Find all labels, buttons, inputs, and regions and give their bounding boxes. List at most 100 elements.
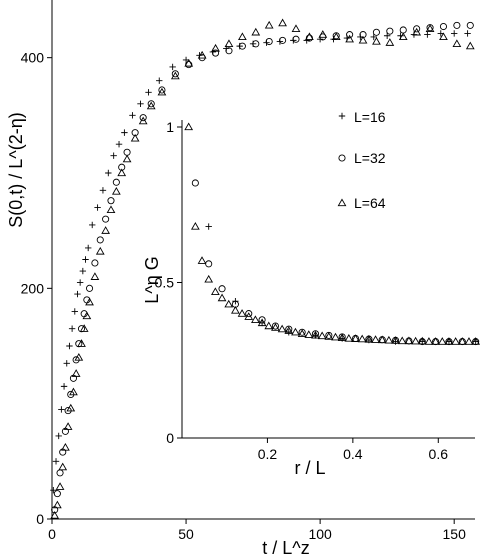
main-point-l32 xyxy=(158,86,166,94)
main-point-l64 xyxy=(412,27,422,36)
main-point-l16 xyxy=(52,458,60,465)
main-point-l32 xyxy=(252,40,260,48)
inset-point-l32 xyxy=(298,328,306,336)
legend-marker-triangle xyxy=(337,198,347,207)
inset-point-l32 xyxy=(205,260,213,268)
main-point-l16 xyxy=(50,486,57,494)
inset-point-l32 xyxy=(258,316,266,324)
main-point-l32 xyxy=(147,100,155,108)
main-point-l64 xyxy=(63,422,73,430)
main-point-l32 xyxy=(346,31,354,39)
inset-point-l64 xyxy=(424,337,434,345)
main-point-l64 xyxy=(138,116,148,125)
inset-point-l64 xyxy=(251,315,260,323)
main-point-l32 xyxy=(372,28,380,36)
main-point-l64 xyxy=(106,205,116,214)
inset-x-tick-label: 0.6 xyxy=(429,446,449,462)
main-point-l64 xyxy=(77,339,86,347)
inset-point-l64 xyxy=(231,305,240,314)
main-point-l32 xyxy=(85,284,94,292)
main-point-l16 xyxy=(105,169,112,177)
main-point-l64 xyxy=(425,24,435,32)
main-point-l64 xyxy=(74,353,84,361)
inset-point-l64 xyxy=(190,222,200,230)
main-point-l64 xyxy=(85,297,94,306)
main-point-l64 xyxy=(305,32,314,41)
main-point-l32 xyxy=(118,163,126,171)
inset-point-l16 xyxy=(205,223,212,230)
main-point-l64 xyxy=(465,41,475,50)
inset-series-l16 xyxy=(205,223,479,345)
main-point-l16 xyxy=(121,129,128,136)
inset-point-l64 xyxy=(284,326,294,334)
legend-item-l32: L=32 xyxy=(338,150,386,166)
main-x-tick-label: 100 xyxy=(308,526,332,542)
main-point-l16 xyxy=(55,432,62,440)
main-point-l32 xyxy=(96,236,104,244)
main-point-l32 xyxy=(139,114,147,122)
legend-label-l64: L=64 xyxy=(354,195,386,211)
main-point-l16 xyxy=(115,140,123,148)
main-point-l32 xyxy=(53,490,61,498)
inset-point-l64 xyxy=(464,337,474,345)
inset-point-l64 xyxy=(337,333,347,342)
inset-point-l64 xyxy=(351,334,360,342)
inset-point-l64 xyxy=(417,336,427,345)
inset-point-l64 xyxy=(317,331,327,340)
inset-point-l32 xyxy=(218,285,226,293)
main-point-l64 xyxy=(157,87,167,96)
main-marks xyxy=(50,18,475,519)
main-series-l32 xyxy=(51,21,474,514)
main-point-l64 xyxy=(398,32,408,41)
inset-point-l64 xyxy=(271,323,280,331)
main-point-l64 xyxy=(71,369,81,377)
legend: L=16 L=32 L=64 xyxy=(337,109,386,211)
legend-marker-circle xyxy=(338,154,346,162)
main-point-l32 xyxy=(91,259,99,267)
main-point-l64 xyxy=(331,32,341,41)
main-point-l32 xyxy=(439,22,448,31)
main-x-tick-label: 150 xyxy=(443,526,467,542)
main-point-l32 xyxy=(399,26,407,34)
main-point-l32 xyxy=(171,70,179,78)
main-point-l64 xyxy=(318,30,328,38)
main-point-l16 xyxy=(137,100,144,107)
inset-point-l32 xyxy=(285,325,293,333)
main-point-l32 xyxy=(212,49,220,57)
main-point-l16 xyxy=(82,256,89,263)
legend-marker-plus xyxy=(338,112,346,120)
inset-point-l64 xyxy=(244,312,254,320)
main-point-l64 xyxy=(278,18,287,27)
legend-marker-plus xyxy=(338,112,346,120)
main-point-l64 xyxy=(358,35,368,44)
main-point-l64 xyxy=(95,246,105,255)
inset-point-l64 xyxy=(184,122,194,131)
main-point-l16 xyxy=(99,187,107,194)
main-point-l64 xyxy=(55,482,65,490)
main-point-l16 xyxy=(156,77,163,84)
main-point-l64 xyxy=(385,38,395,46)
inset-point-l64 xyxy=(264,321,274,330)
inset-series-l32 xyxy=(191,179,480,346)
main-point-l64 xyxy=(122,154,132,163)
main-point-l16 xyxy=(94,204,101,211)
inset-point-l64 xyxy=(444,337,454,345)
main-point-l64 xyxy=(452,39,462,47)
main-point-l64 xyxy=(224,39,234,47)
main-point-l32 xyxy=(112,178,120,186)
main-y-tick-label: 0 xyxy=(36,511,44,527)
main-point-l64 xyxy=(82,311,92,320)
legend-marker-circle xyxy=(338,154,346,162)
inset-point-l64 xyxy=(471,337,481,345)
main-point-l64 xyxy=(439,32,448,41)
main-point-l64 xyxy=(90,272,100,280)
main-point-l64 xyxy=(130,133,140,142)
inset-point-l64 xyxy=(331,332,340,341)
main-point-l16 xyxy=(450,30,458,37)
main-point-l64 xyxy=(69,387,78,396)
main-x-axis-title: t / L^z xyxy=(262,538,309,558)
inset-point-l64 xyxy=(311,330,320,339)
inset-y-axis-title: L^η G xyxy=(142,256,162,303)
main-x-tick-label: 0 xyxy=(48,526,56,542)
